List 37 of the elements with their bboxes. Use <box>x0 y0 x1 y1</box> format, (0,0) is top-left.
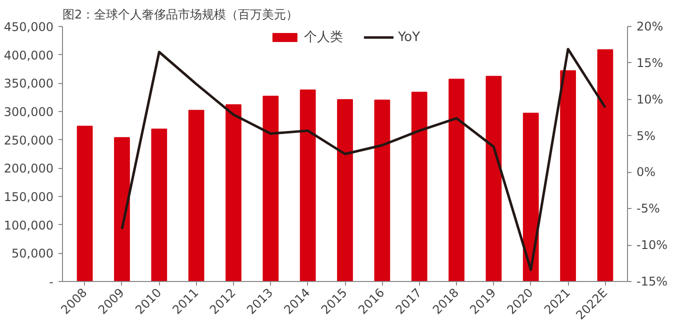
bar <box>448 78 464 282</box>
bar <box>188 110 204 282</box>
bar <box>560 70 576 282</box>
bar <box>114 137 130 282</box>
y-tick-label: 400,000 <box>4 48 54 62</box>
y-tick-label: - <box>49 275 54 289</box>
bar <box>226 104 242 282</box>
line-series <box>120 48 606 272</box>
bar <box>151 128 168 282</box>
y-tick-label: 150,000 <box>4 190 54 204</box>
bar <box>411 92 428 282</box>
y2-tick-label: 5% <box>636 128 656 143</box>
y2-tick-label: 10% <box>636 92 664 106</box>
legend-label: YoY <box>398 30 420 44</box>
y-tick-label: 300,000 <box>4 105 54 119</box>
y2-tick-label: 20% <box>636 20 664 34</box>
y2-tick-label: -10% <box>636 238 668 252</box>
y-tick-label: 450,000 <box>4 20 54 34</box>
bar <box>486 76 502 282</box>
legend-label: 个人类 <box>304 29 343 46</box>
y2-tick-label: -5% <box>636 202 660 216</box>
y-tick-label: 50,000 <box>12 246 54 261</box>
y-tick-label: 200,000 <box>4 162 54 176</box>
y-tick-label: 350,000 <box>4 76 54 91</box>
bar <box>300 89 316 282</box>
bar <box>337 99 353 282</box>
y2-tick-label: -15% <box>636 274 668 288</box>
chart-title: 图2：全球个人奢侈品市场规模（百万美元） <box>62 8 298 22</box>
bar <box>374 100 390 282</box>
bar <box>76 126 93 282</box>
bar <box>597 49 614 282</box>
y-tick-label: 250,000 <box>4 133 54 148</box>
y2-tick-label: 15% <box>636 56 664 70</box>
y-tick-label: 100,000 <box>4 218 54 232</box>
bar <box>262 96 279 282</box>
y2-tick-label: 0% <box>636 165 656 180</box>
bar <box>522 112 539 282</box>
